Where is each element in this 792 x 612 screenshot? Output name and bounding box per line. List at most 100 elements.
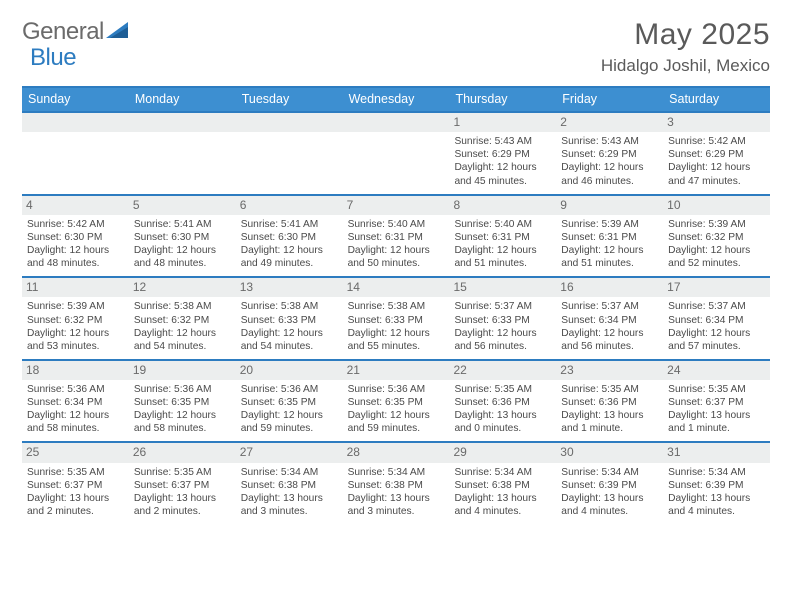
day-number: 12 — [129, 278, 236, 297]
brand-logo: General — [22, 18, 134, 46]
day-cell: 26 Sunrise: 5:35 AMSunset: 6:37 PMDayligh… — [129, 443, 236, 524]
day-cell: 31 Sunrise: 5:34 AMSunset: 6:39 PMDayligh… — [663, 443, 770, 524]
day-info: Sunrise: 5:34 AMSunset: 6:39 PMDaylight:… — [667, 466, 766, 518]
day-cell: 29Sunrise: 5:34 AMSunset: 6:38 PMDayligh… — [449, 443, 556, 524]
day-info: Sunrise: 5:34 AMSunset: 6:38 PMDaylight:… — [240, 466, 339, 518]
day-number: 1 — [449, 113, 556, 132]
day-info: Sunrise: 5:35 AMSunset: 6:37 PMDaylight:… — [133, 466, 232, 518]
day-number: 28 — [343, 443, 450, 462]
day-info: Sunrise: 5:39 AMSunset: 6:32 PMDaylight:… — [26, 300, 125, 352]
day-number: 20 — [236, 361, 343, 380]
day-cell: 8Sunrise: 5:40 AMSunset: 6:31 PMDaylight… — [449, 196, 556, 277]
day-info: Sunrise: 5:35 AMSunset: 6:36 PMDaylight:… — [560, 383, 659, 435]
month-title: May 2025 — [601, 18, 770, 52]
day-cell — [22, 113, 129, 194]
day-number: 13 — [236, 278, 343, 297]
day-info: Sunrise: 5:37 AMSunset: 6:33 PMDaylight:… — [453, 300, 552, 352]
day-number: 23 — [556, 361, 663, 380]
day-cell — [129, 113, 236, 194]
location: Hidalgo Joshil, Mexico — [601, 56, 770, 76]
day-info: Sunrise: 5:41 AMSunset: 6:30 PMDaylight:… — [133, 218, 232, 270]
day-number: 24 — [663, 361, 770, 380]
day-number: 3 — [663, 113, 770, 132]
day-header: Sunday — [22, 88, 129, 111]
day-info: Sunrise: 5:38 AMSunset: 6:32 PMDaylight:… — [133, 300, 232, 352]
day-number: 2 — [556, 113, 663, 132]
day-cell: 5 Sunrise: 5:41 AMSunset: 6:30 PMDaylight… — [129, 196, 236, 277]
day-info: Sunrise: 5:43 AMSunset: 6:29 PMDaylight:… — [453, 135, 552, 187]
day-cell: 21 Sunrise: 5:36 AMSunset: 6:35 PMDayligh… — [343, 361, 450, 442]
day-number: 6 — [236, 196, 343, 215]
day-number: 11 — [22, 278, 129, 297]
day-info: Sunrise: 5:36 AMSunset: 6:34 PMDaylight:… — [26, 383, 125, 435]
day-cell: 13Sunrise: 5:38 AMSunset: 6:33 PMDayligh… — [236, 278, 343, 359]
day-number: 19 — [129, 361, 236, 380]
day-cell: 15Sunrise: 5:37 AMSunset: 6:33 PMDayligh… — [449, 278, 556, 359]
day-info: Sunrise: 5:36 AMSunset: 6:35 PMDaylight:… — [133, 383, 232, 435]
day-info: Sunrise: 5:36 AMSunset: 6:35 PMDaylight:… — [240, 383, 339, 435]
day-info: Sunrise: 5:37 AMSunset: 6:34 PMDaylight:… — [560, 300, 659, 352]
brand-part1: General — [22, 18, 104, 46]
day-number: 14 — [343, 278, 450, 297]
day-number: 18 — [22, 361, 129, 380]
day-info: Sunrise: 5:35 AMSunset: 6:37 PMDaylight:… — [667, 383, 766, 435]
header: General May 2025 Hidalgo Joshil, Mexico — [22, 18, 770, 76]
day-cell — [343, 113, 450, 194]
day-number: 22 — [449, 361, 556, 380]
calendar: SundayMondayTuesdayWednesdayThursdayFrid… — [22, 86, 770, 524]
day-cell: 4Sunrise: 5:42 AMSunset: 6:30 PMDaylight… — [22, 196, 129, 277]
day-number-empty — [343, 113, 450, 132]
day-header: Friday — [556, 88, 663, 111]
day-cell: 2 Sunrise: 5:43 AMSunset: 6:29 PMDaylight… — [556, 113, 663, 194]
day-cell: 24 Sunrise: 5:35 AMSunset: 6:37 PMDayligh… — [663, 361, 770, 442]
brand-triangle-icon — [106, 20, 132, 45]
day-header: Monday — [129, 88, 236, 111]
day-header-row: SundayMondayTuesdayWednesdayThursdayFrid… — [22, 88, 770, 111]
day-info: Sunrise: 5:38 AMSunset: 6:33 PMDaylight:… — [347, 300, 446, 352]
day-info: Sunrise: 5:34 AMSunset: 6:39 PMDaylight:… — [560, 466, 659, 518]
brand-part2-wrap: Blue — [30, 44, 76, 72]
day-number: 26 — [129, 443, 236, 462]
day-header: Tuesday — [236, 88, 343, 111]
day-info: Sunrise: 5:42 AMSunset: 6:29 PMDaylight:… — [667, 135, 766, 187]
day-info: Sunrise: 5:36 AMSunset: 6:35 PMDaylight:… — [347, 383, 446, 435]
day-cell: 10Sunrise: 5:39 AMSunset: 6:32 PMDayligh… — [663, 196, 770, 277]
day-cell: 27 Sunrise: 5:34 AMSunset: 6:38 PMDayligh… — [236, 443, 343, 524]
day-cell: 7 Sunrise: 5:40 AMSunset: 6:31 PMDaylight… — [343, 196, 450, 277]
day-number: 5 — [129, 196, 236, 215]
day-number: 31 — [663, 443, 770, 462]
day-number: 16 — [556, 278, 663, 297]
day-number-empty — [22, 113, 129, 132]
day-number: 17 — [663, 278, 770, 297]
day-cell: 23 Sunrise: 5:35 AMSunset: 6:36 PMDayligh… — [556, 361, 663, 442]
day-number: 29 — [449, 443, 556, 462]
day-number: 9 — [556, 196, 663, 215]
title-block: May 2025 Hidalgo Joshil, Mexico — [601, 18, 770, 76]
day-cell: 11 Sunrise: 5:39 AMSunset: 6:32 PMDayligh… — [22, 278, 129, 359]
day-cell: 14 Sunrise: 5:38 AMSunset: 6:33 PMDayligh… — [343, 278, 450, 359]
day-info: Sunrise: 5:34 AMSunset: 6:38 PMDaylight:… — [347, 466, 446, 518]
day-header: Wednesday — [343, 88, 450, 111]
day-number: 7 — [343, 196, 450, 215]
day-cell: 12 Sunrise: 5:38 AMSunset: 6:32 PMDayligh… — [129, 278, 236, 359]
day-cell: 6 Sunrise: 5:41 AMSunset: 6:30 PMDaylight… — [236, 196, 343, 277]
day-cell: 16 Sunrise: 5:37 AMSunset: 6:34 PMDayligh… — [556, 278, 663, 359]
day-number-empty — [236, 113, 343, 132]
day-info: Sunrise: 5:40 AMSunset: 6:31 PMDaylight:… — [347, 218, 446, 270]
day-number: 4 — [22, 196, 129, 215]
day-header: Thursday — [449, 88, 556, 111]
day-number: 27 — [236, 443, 343, 462]
day-cell: 1 Sunrise: 5:43 AMSunset: 6:29 PMDaylight… — [449, 113, 556, 194]
day-info: Sunrise: 5:37 AMSunset: 6:34 PMDaylight:… — [667, 300, 766, 352]
day-info: Sunrise: 5:43 AMSunset: 6:29 PMDaylight:… — [560, 135, 659, 187]
day-cell: 9Sunrise: 5:39 AMSunset: 6:31 PMDaylight… — [556, 196, 663, 277]
week-row: 18 Sunrise: 5:36 AMSunset: 6:34 PMDayligh… — [22, 359, 770, 442]
day-cell: 18 Sunrise: 5:36 AMSunset: 6:34 PMDayligh… — [22, 361, 129, 442]
day-header: Saturday — [663, 88, 770, 111]
day-info: Sunrise: 5:40 AMSunset: 6:31 PMDaylight:… — [453, 218, 552, 270]
brand-part2: Blue — [30, 44, 76, 71]
week-row: 4Sunrise: 5:42 AMSunset: 6:30 PMDaylight… — [22, 194, 770, 277]
weeks-container: 1Sunrise: 5:43 AMSunset: 6:29 PMDaylight… — [22, 111, 770, 524]
day-info: Sunrise: 5:41 AMSunset: 6:30 PMDaylight:… — [240, 218, 339, 270]
day-number: 21 — [343, 361, 450, 380]
